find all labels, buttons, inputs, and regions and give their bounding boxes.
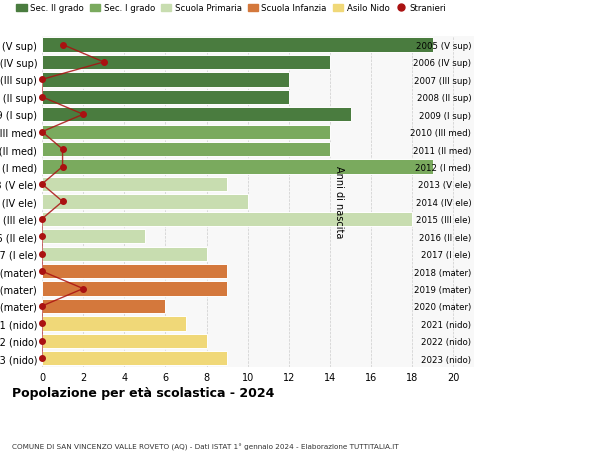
Bar [42, 334, 206, 348]
Point [99, 59, 109, 67]
Point [37, 302, 47, 310]
Point [58, 198, 67, 206]
Bar [42, 299, 166, 313]
Bar [42, 230, 145, 244]
Point [58, 163, 67, 171]
Bar [42, 317, 186, 331]
Bar [42, 195, 248, 209]
Text: Popolazione per età scolastica - 2024: Popolazione per età scolastica - 2024 [12, 386, 274, 399]
Point [58, 42, 67, 49]
Point [37, 181, 47, 188]
Point [37, 355, 47, 362]
Y-axis label: Anni di nascita: Anni di nascita [334, 166, 344, 238]
Point [37, 129, 47, 136]
Point [37, 77, 47, 84]
Bar [42, 160, 433, 174]
Point [37, 337, 47, 345]
Point [37, 251, 47, 258]
Bar [42, 56, 330, 70]
Bar [42, 90, 289, 105]
Point [37, 94, 47, 101]
Point [37, 233, 47, 241]
Legend: Sec. II grado, Sec. I grado, Scuola Primaria, Scuola Infanzia, Asilo Nido, Stran: Sec. II grado, Sec. I grado, Scuola Prim… [16, 4, 446, 13]
Bar [42, 38, 433, 52]
Bar [42, 125, 330, 140]
Bar [42, 247, 206, 261]
Bar [42, 108, 350, 122]
Point [37, 268, 47, 275]
Bar [42, 143, 330, 157]
Bar [42, 178, 227, 192]
Bar [42, 264, 227, 279]
Point [37, 216, 47, 223]
Bar [42, 352, 227, 366]
Point [79, 285, 88, 292]
Point [79, 112, 88, 119]
Bar [42, 73, 289, 87]
Point [58, 146, 67, 153]
Text: COMUNE DI SAN VINCENZO VALLE ROVETO (AQ) - Dati ISTAT 1° gennaio 2024 - Elaboraz: COMUNE DI SAN VINCENZO VALLE ROVETO (AQ)… [12, 442, 398, 450]
Point [37, 320, 47, 327]
Bar [42, 282, 227, 296]
Bar [42, 212, 412, 226]
